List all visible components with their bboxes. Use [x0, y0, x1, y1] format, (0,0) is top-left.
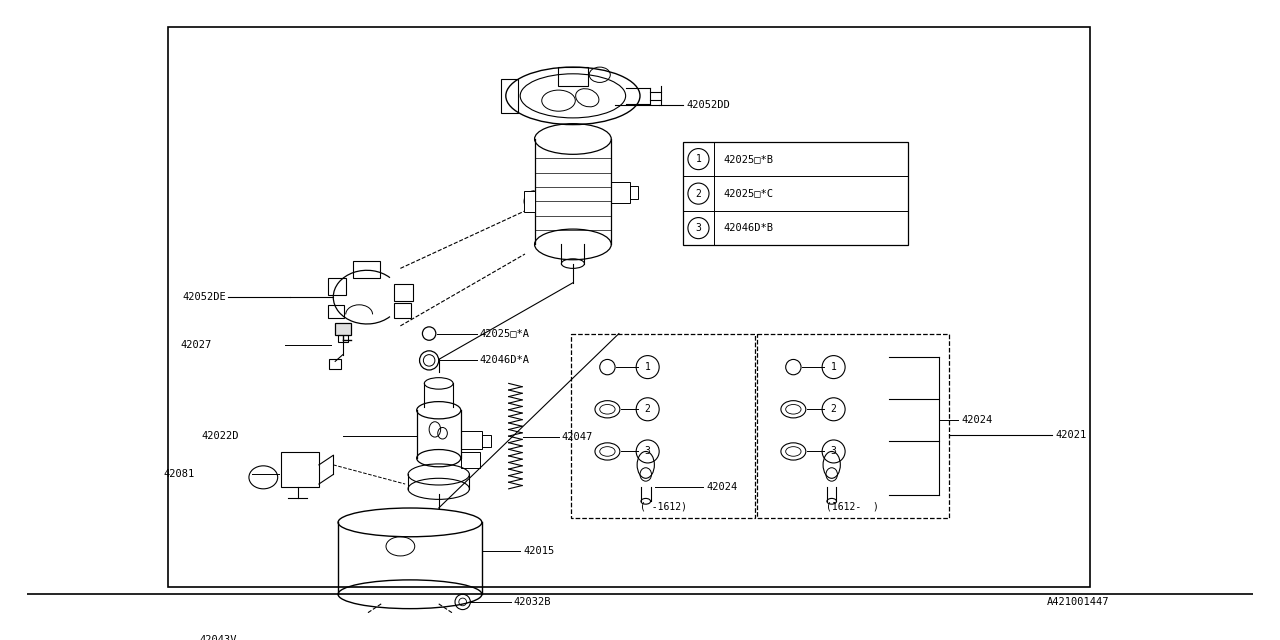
Bar	[169, 27, 1091, 587]
Text: 42052DD: 42052DD	[686, 100, 730, 111]
Text: 42047: 42047	[562, 432, 593, 442]
Text: 42052DE: 42052DE	[183, 292, 227, 302]
Text: 42027: 42027	[180, 340, 211, 350]
Bar	[329, 278, 346, 295]
Bar	[631, 186, 639, 200]
Text: 42025□*C: 42025□*C	[723, 189, 773, 198]
Text: 1: 1	[831, 362, 837, 372]
Text: 42021: 42021	[1055, 430, 1087, 440]
Bar	[684, 142, 909, 245]
Text: 42032B: 42032B	[513, 597, 550, 607]
Bar	[329, 305, 344, 318]
Bar	[612, 182, 631, 204]
Bar	[481, 435, 492, 447]
Text: 42081: 42081	[163, 470, 195, 479]
Bar	[329, 360, 340, 369]
Text: 42022D: 42022D	[202, 431, 239, 441]
Bar	[335, 323, 351, 335]
Bar	[461, 431, 481, 449]
Text: 2: 2	[645, 404, 650, 414]
Text: 42043V: 42043V	[200, 636, 237, 640]
Bar	[558, 67, 589, 86]
Text: 3: 3	[695, 223, 701, 233]
Text: 2: 2	[831, 404, 837, 414]
Text: 1: 1	[645, 362, 650, 372]
Bar	[394, 284, 413, 301]
Text: 2: 2	[695, 189, 701, 198]
Bar	[571, 333, 755, 518]
Text: ( -1612): ( -1612)	[640, 501, 686, 511]
Text: 42025□*A: 42025□*A	[480, 328, 530, 339]
Text: 3: 3	[831, 447, 837, 456]
Bar	[461, 452, 480, 468]
Text: (1612-  ): (1612- )	[827, 501, 879, 511]
Bar	[338, 335, 348, 342]
Text: 42046D*B: 42046D*B	[723, 223, 773, 233]
Text: 42046D*A: 42046D*A	[480, 355, 530, 365]
Bar	[756, 333, 948, 518]
Bar	[524, 191, 535, 212]
Text: 42025□*B: 42025□*B	[723, 154, 773, 164]
Text: 42024: 42024	[707, 482, 737, 492]
Bar	[394, 303, 411, 318]
Text: 42024: 42024	[961, 415, 992, 425]
Bar	[353, 260, 380, 278]
Text: 3: 3	[645, 447, 650, 456]
Text: 1: 1	[695, 154, 701, 164]
Bar	[280, 452, 319, 487]
Text: 42015: 42015	[524, 546, 554, 556]
Text: A421001447: A421001447	[1047, 597, 1110, 607]
